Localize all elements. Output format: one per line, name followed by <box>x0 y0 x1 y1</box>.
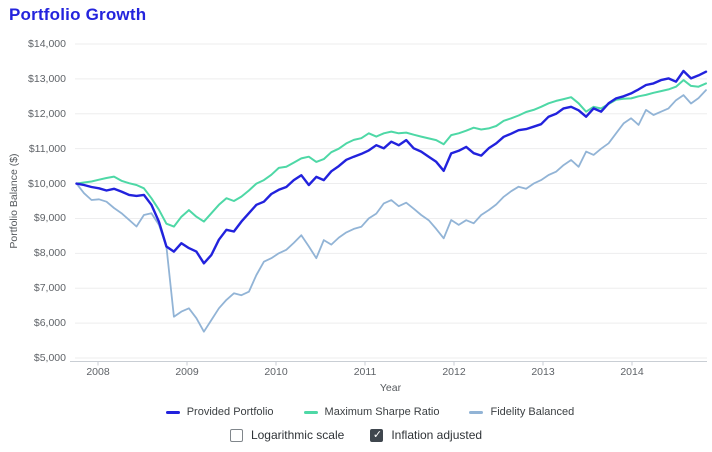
y-tick-label: $10,000 <box>28 177 66 190</box>
y-tick-label: $9,000 <box>33 212 66 225</box>
legend-label: Maximum Sharpe Ratio <box>324 406 440 418</box>
series-line-fidelity-balanced <box>75 89 707 333</box>
inflation-adjusted-checkbox[interactable] <box>370 428 384 442</box>
inflation-adjusted-label: Inflation adjusted <box>391 428 483 442</box>
x-tick-label: 2011 <box>353 366 377 378</box>
x-axis-title: Year <box>379 382 402 394</box>
legend-item-provided-portfolio[interactable]: Provided Portfolio <box>165 406 274 418</box>
logarithmic-scale-checkbox[interactable] <box>229 428 243 442</box>
chart-controls: Logarithmic scale Inflation adjusted <box>0 428 712 442</box>
chart-legend: Provided Portfolio Maximum Sharpe Ratio Fi… <box>0 406 712 418</box>
legend-label: Fidelity Balanced <box>490 406 575 418</box>
x-tick-label: 2008 <box>86 366 110 378</box>
page-title: Portfolio Growth <box>9 5 147 24</box>
x-tick-label: 2010 <box>264 366 288 378</box>
logarithmic-scale-label: Logarithmic scale <box>250 428 345 442</box>
y-tick-label: $8,000 <box>33 247 66 260</box>
logarithmic-scale-checkbox-group[interactable]: Logarithmic scale <box>229 428 345 442</box>
y-tick-label: $5,000 <box>33 352 66 364</box>
y-tick-label: $13,000 <box>28 72 66 85</box>
series-line-provided-portfolio <box>75 69 708 265</box>
y-tick-label: $6,000 <box>33 317 66 330</box>
x-tick-label: 2009 <box>175 366 199 378</box>
legend-label: Provided Portfolio <box>186 406 274 418</box>
series-line-maximum-sharpe-ratio <box>75 79 707 228</box>
y-tick-label: $7,000 <box>33 282 66 295</box>
y-tick-label: $11,000 <box>28 142 66 155</box>
legend-item-fidelity-balanced[interactable]: Fidelity Balanced <box>469 406 574 418</box>
y-tick-label: $14,000 <box>28 38 66 50</box>
x-tick-label: 2013 <box>531 366 555 378</box>
legend-swatch-icon <box>469 410 484 414</box>
inflation-adjusted-checkbox-group[interactable]: Inflation adjusted <box>370 428 482 442</box>
x-tick-label: 2012 <box>442 366 466 378</box>
y-tick-label: $12,000 <box>28 107 66 120</box>
legend-item-maximum-sharpe-ratio[interactable]: Maximum Sharpe Ratio <box>303 406 440 418</box>
legend-swatch-icon <box>303 410 318 414</box>
y-axis-title: Portfolio Balance ($) <box>8 153 20 249</box>
x-tick-label: 2014 <box>620 366 644 378</box>
legend-swatch-icon <box>165 410 180 414</box>
